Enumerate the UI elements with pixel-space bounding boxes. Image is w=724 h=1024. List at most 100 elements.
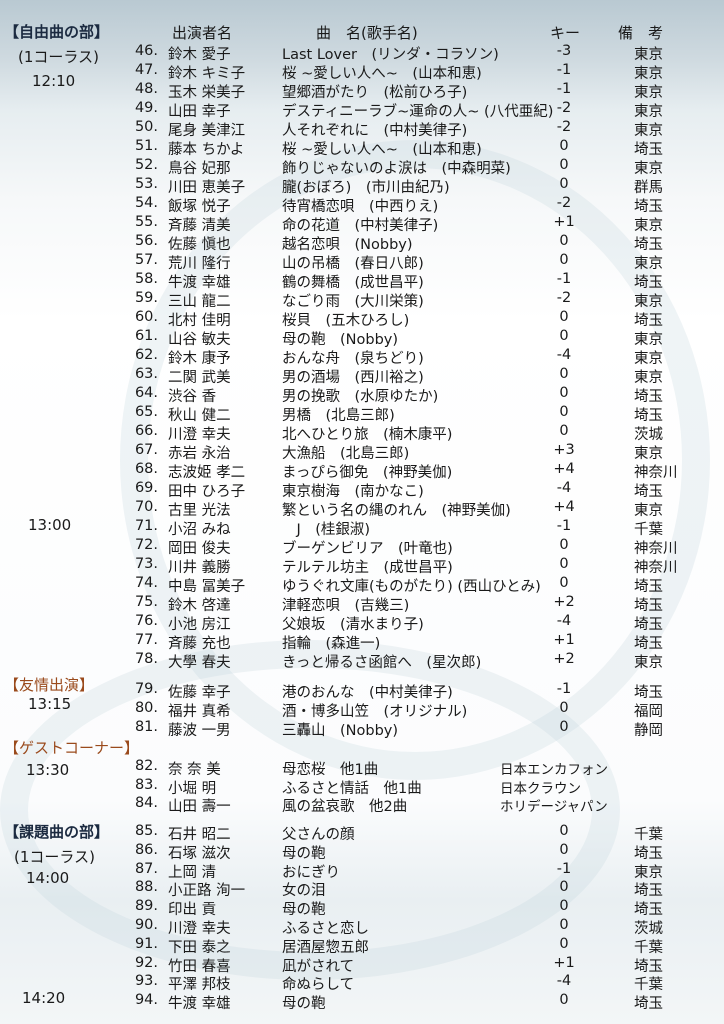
- performer-name: 志波姫 孝二: [168, 465, 246, 481]
- prefecture: 埼玉: [634, 883, 663, 900]
- song-title: おんな舟 (泉ちどり): [282, 351, 424, 367]
- key-shift: -1: [556, 81, 572, 97]
- song-title: 男橋 (北島三郎): [282, 408, 395, 424]
- prefecture: 東京: [634, 123, 663, 139]
- program-row: 58. 牛渡 幸雄 鶴の舞橋 (成世昌平) -1 埼玉: [0, 271, 724, 291]
- performer-name: 斉藤 清美: [168, 218, 231, 234]
- key-shift: -2: [556, 119, 572, 135]
- program-row: 85. 石井 昭二 父さんの顔 0 千葉: [0, 823, 724, 843]
- key-shift: +1: [553, 632, 575, 648]
- song-title: 命の花道 (中村美律子): [282, 218, 439, 234]
- key-shift: +4: [553, 461, 575, 477]
- key-shift: 0: [559, 935, 569, 952]
- prefecture: 東京: [634, 104, 663, 120]
- prefecture: 埼玉: [634, 389, 663, 405]
- key-shift: 0: [559, 176, 569, 192]
- key-shift: -4: [556, 347, 572, 363]
- entry-number: 70.: [134, 499, 158, 515]
- prefecture: 東京: [634, 256, 663, 272]
- time-label: 13:00: [28, 516, 72, 534]
- entry-number: 58.: [134, 271, 158, 287]
- time-label: 14:20: [22, 989, 66, 1007]
- prefecture: 埼玉: [634, 996, 663, 1013]
- key-shift: 0: [559, 404, 569, 420]
- key-shift: 0: [559, 328, 569, 344]
- entry-number: 85.: [134, 823, 158, 839]
- performer-name: 佐藤 幸子: [168, 685, 231, 701]
- prefecture: 埼玉: [634, 484, 663, 500]
- section-task: 【課題曲の部】: [4, 823, 110, 841]
- performer-name: 印出 貢: [168, 902, 217, 919]
- performer-name: 石井 昭二: [168, 827, 231, 843]
- performer-name: 川田 恵美子: [168, 180, 246, 196]
- prefecture: 千葉: [634, 827, 663, 843]
- entry-number: 46.: [134, 43, 158, 59]
- prefecture: 神奈川: [634, 465, 678, 481]
- header-song: 曲 名(歌手名): [316, 24, 418, 42]
- performer-name: 飯塚 悦子: [168, 199, 231, 215]
- program-row: 55. 斉藤 清美 命の花道 (中村美律子) +1 東京: [0, 214, 724, 234]
- key-shift: 0: [559, 879, 569, 896]
- key-shift: 0: [559, 575, 569, 591]
- entry-number: 63.: [134, 366, 158, 382]
- prefecture: 群馬: [634, 180, 663, 196]
- song-title: おにぎり: [282, 864, 340, 881]
- entry-number: 87.: [134, 860, 158, 877]
- performer-name: 藤波 一男: [168, 723, 231, 739]
- program-row: 48. 玉木 栄美子 望郷酒がたり (松前ひろ子) -1 東京: [0, 81, 724, 101]
- program-row: 90. 川澄 幸夫 ふるさと恋し 0 茨城: [0, 917, 724, 937]
- prefecture: 埼玉: [634, 579, 663, 595]
- prefecture: 埼玉: [634, 958, 663, 975]
- prefecture: 千葉: [634, 939, 663, 956]
- time-label: 13:30: [26, 761, 70, 779]
- performer-name: 二関 武美: [168, 370, 231, 386]
- song-title: 桜 ~愛しい人へ~ (山本和恵): [282, 66, 482, 82]
- program-row: 83. 小堀 明 ふるさと情話 他1曲 日本クラウン: [0, 777, 724, 797]
- key-shift: -1: [556, 681, 572, 697]
- song-title: 父さんの顔: [282, 827, 355, 843]
- prefecture: 神奈川: [634, 541, 678, 557]
- key-shift: +3: [553, 442, 575, 458]
- song-title: ゆうぐれ文庫(ものがたり) (西山ひとみ): [282, 579, 541, 595]
- performer-name: 小池 房江: [168, 617, 231, 633]
- program-row: 67. 赤岩 永治 大漁船 (北島三郎) +3 東京: [0, 442, 724, 462]
- prefecture: 埼玉: [634, 617, 663, 633]
- performer-name: 牛渡 幸雄: [168, 996, 231, 1013]
- key-shift: -3: [556, 43, 572, 59]
- section-friend: 【友情出演】: [4, 676, 95, 694]
- performer-name: 川澄 幸夫: [168, 427, 231, 443]
- program-row: 88. 小正路 洵一 女の泪 0 埼玉: [0, 879, 724, 900]
- performer-name: 山谷 敏夫: [168, 332, 231, 348]
- entry-number: 92.: [134, 954, 158, 971]
- entry-number: 62.: [134, 347, 158, 363]
- song-title: 男の酒場 (西川裕之): [282, 370, 424, 386]
- entry-number: 81.: [134, 719, 158, 735]
- key-shift: +1: [553, 214, 575, 230]
- key-shift: 0: [559, 233, 569, 249]
- entry-number: 60.: [134, 309, 158, 325]
- key-shift: 0: [559, 841, 569, 858]
- program-row: 59. 三山 龍二 なごり雨 (大川栄策) -2 東京: [0, 290, 724, 310]
- entry-number: 91.: [134, 935, 158, 952]
- performer-name: 佐藤 愼也: [168, 237, 231, 253]
- prefecture: 東京: [634, 47, 663, 63]
- program-row: 91. 下田 泰之 居酒屋惣五郎 0 千葉: [0, 935, 724, 956]
- key-shift: 0: [559, 385, 569, 401]
- program-row: 57. 荒川 隆行 山の吊橋 (春日八郎) 0 東京: [0, 252, 724, 272]
- song-title: 男の挽歌 (水原ゆたか): [282, 389, 439, 405]
- entry-number: 79.: [134, 681, 158, 697]
- prefecture: 東京: [634, 66, 663, 82]
- program-row: 93. 平澤 邦枝 命ぬらして -4 千葉: [0, 973, 724, 993]
- song-title: 女の泪: [282, 883, 326, 900]
- prefecture: 埼玉: [634, 313, 663, 329]
- key-shift: 0: [559, 898, 569, 915]
- entry-number: 93.: [134, 973, 158, 990]
- song-title: きっと帰るさ函館へ (星次郎): [282, 655, 482, 671]
- header-note: 備 考: [618, 24, 664, 42]
- entry-number: 78.: [134, 651, 158, 667]
- entry-number: 74.: [134, 575, 158, 591]
- entry-number: 90.: [134, 917, 158, 933]
- prefecture: 埼玉: [634, 142, 663, 158]
- entry-number: 56.: [134, 233, 158, 249]
- prefecture: 東京: [634, 351, 663, 367]
